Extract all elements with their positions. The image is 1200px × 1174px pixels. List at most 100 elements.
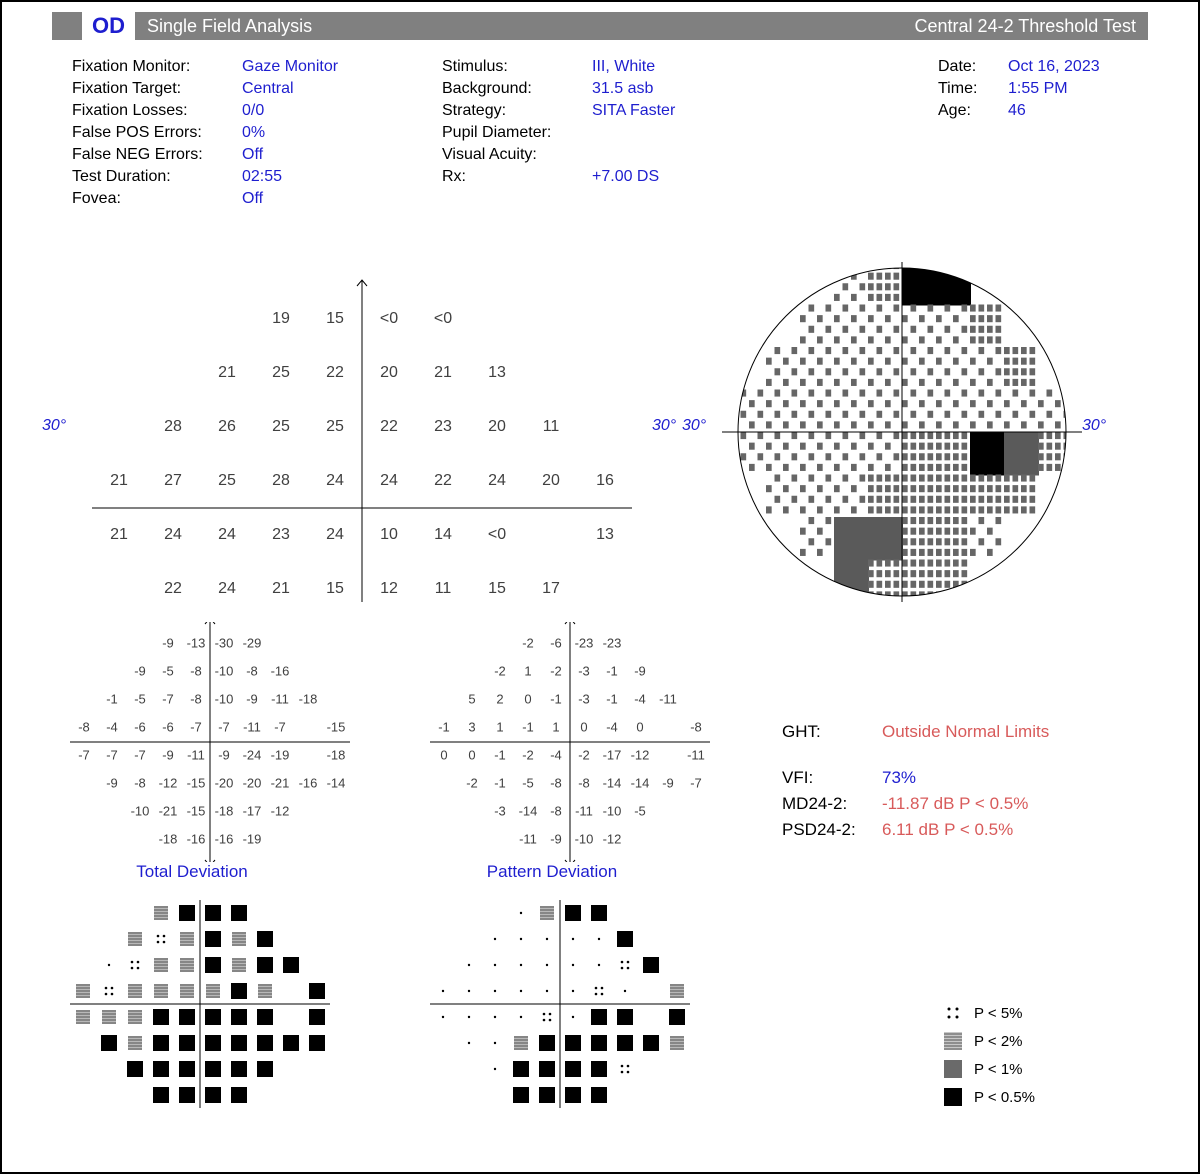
svg-text:-5: -5 (634, 803, 646, 818)
param-value: 31.5 asb (592, 80, 752, 98)
param-value: Off (242, 146, 402, 164)
param-value: SITA Faster (592, 102, 752, 120)
svg-text:-7: -7 (106, 747, 118, 762)
param-label: Visual Acuity: (442, 146, 592, 164)
svg-text:11: 11 (435, 580, 452, 597)
svg-text:1: 1 (552, 719, 559, 734)
svg-text:-10: -10 (215, 691, 234, 706)
svg-text:-2: -2 (550, 663, 562, 678)
header-gray-block (52, 12, 82, 40)
svg-text:-4: -4 (634, 691, 646, 706)
svg-text:-17: -17 (603, 747, 622, 762)
svg-text:22: 22 (434, 472, 452, 489)
svg-text:<0: <0 (488, 526, 506, 543)
svg-text:-29: -29 (243, 635, 262, 650)
svg-text:13: 13 (596, 526, 614, 543)
md-row: MD24-2: -11.87 dB P < 0.5% (782, 794, 1049, 814)
threshold-svg: 1915<0<021252220211328262525222320112127… (42, 262, 682, 602)
svg-text:22: 22 (326, 364, 344, 381)
param-value: III, White (592, 58, 752, 76)
header-title-bar: Single Field Analysis Central 24-2 Thres… (135, 12, 1148, 40)
svg-text:0: 0 (440, 747, 447, 762)
svg-text:24: 24 (326, 472, 344, 489)
svg-text:-21: -21 (159, 803, 178, 818)
parameters-block: Fixation Monitor:Gaze Monitor Fixation Ta… (72, 58, 1148, 208)
svg-text:24: 24 (164, 526, 182, 543)
param-row: Stimulus:III, White (442, 58, 752, 76)
svg-text:-3: -3 (578, 663, 590, 678)
svg-text:-14: -14 (519, 803, 538, 818)
param-label: Fovea: (72, 190, 242, 208)
param-label: Pupil Diameter: (442, 124, 592, 142)
pd-label: Pattern Deviation (422, 862, 682, 882)
param-value: Oct 16, 2023 (1008, 58, 1148, 76)
param-value: Central (242, 80, 402, 98)
svg-text:-12: -12 (271, 803, 290, 818)
ght-label: GHT: (782, 722, 882, 742)
legend-label: P < 5% (974, 1005, 1023, 1022)
param-value: 1:55 PM (1008, 80, 1148, 98)
vfi-row: VFI: 73% (782, 768, 1049, 788)
svg-text:21: 21 (110, 526, 128, 543)
tdp-svg (62, 892, 342, 1122)
svg-text:-7: -7 (78, 747, 90, 762)
legend-symbol (942, 1058, 964, 1080)
vfi-value: 73% (882, 768, 916, 788)
svg-text:-7: -7 (162, 691, 174, 706)
svg-text:0: 0 (468, 747, 475, 762)
svg-text:-11: -11 (687, 747, 705, 762)
pdp-svg (422, 892, 702, 1122)
svg-text:15: 15 (326, 580, 344, 597)
params-col2: Stimulus:III, WhiteBackground:31.5 asbSt… (442, 58, 752, 208)
param-label: Stimulus: (442, 58, 592, 76)
svg-text:-5: -5 (134, 691, 146, 706)
svg-text:0: 0 (636, 719, 643, 734)
svg-text:3: 3 (468, 719, 475, 734)
svg-text:-10: -10 (131, 803, 150, 818)
svg-text:-7: -7 (274, 719, 286, 734)
svg-text:-17: -17 (243, 803, 262, 818)
param-row: Test Duration:02:55 (72, 168, 402, 186)
svg-text:12: 12 (380, 580, 398, 597)
eye-label: OD (82, 13, 135, 39)
svg-text:-1: -1 (438, 719, 450, 734)
svg-text:20: 20 (542, 472, 560, 489)
legend-row: P < 5% (942, 1002, 1035, 1024)
ght-row: GHT: Outside Normal Limits (782, 722, 1049, 742)
svg-text:-8: -8 (550, 775, 562, 790)
svg-text:-20: -20 (243, 775, 262, 790)
svg-text:22: 22 (164, 580, 182, 597)
svg-text:15: 15 (488, 580, 506, 597)
legend-label: P < 2% (974, 1033, 1023, 1050)
param-value: Gaze Monitor (242, 58, 402, 76)
svg-text:-16: -16 (299, 775, 318, 790)
svg-text:-5: -5 (522, 775, 534, 790)
svg-text:16: 16 (596, 472, 614, 489)
legend-row: P < 2% (942, 1030, 1035, 1052)
param-row: Strategy:SITA Faster (442, 102, 752, 120)
param-row: Fixation Target:Central (72, 80, 402, 98)
report-page: OD Single Field Analysis Central 24-2 Th… (0, 0, 1200, 1174)
param-label: Fixation Target: (72, 80, 242, 98)
svg-text:-16: -16 (215, 831, 234, 846)
svg-text:-8: -8 (578, 775, 590, 790)
legend-symbol (942, 1086, 964, 1108)
svg-text:-7: -7 (218, 719, 230, 734)
svg-text:-9: -9 (246, 691, 258, 706)
svg-text:20: 20 (488, 418, 506, 435)
svg-text:-2: -2 (522, 747, 534, 762)
grayscale-svg (722, 262, 1082, 602)
psd-label: PSD24-2: (782, 820, 882, 840)
svg-text:-8: -8 (134, 775, 146, 790)
psd-row: PSD24-2: 6.11 dB P < 0.5% (782, 820, 1049, 840)
td-label: Total Deviation (62, 862, 322, 882)
svg-text:<0: <0 (434, 310, 452, 327)
svg-text:1: 1 (524, 663, 531, 678)
param-row: Date:Oct 16, 2023 (938, 58, 1148, 76)
svg-text:-9: -9 (634, 663, 646, 678)
header-bar: OD Single Field Analysis Central 24-2 Th… (52, 12, 1148, 40)
svg-text:21: 21 (434, 364, 452, 381)
param-row: Fixation Monitor:Gaze Monitor (72, 58, 402, 76)
svg-text:-18: -18 (299, 691, 318, 706)
svg-text:-8: -8 (190, 663, 202, 678)
